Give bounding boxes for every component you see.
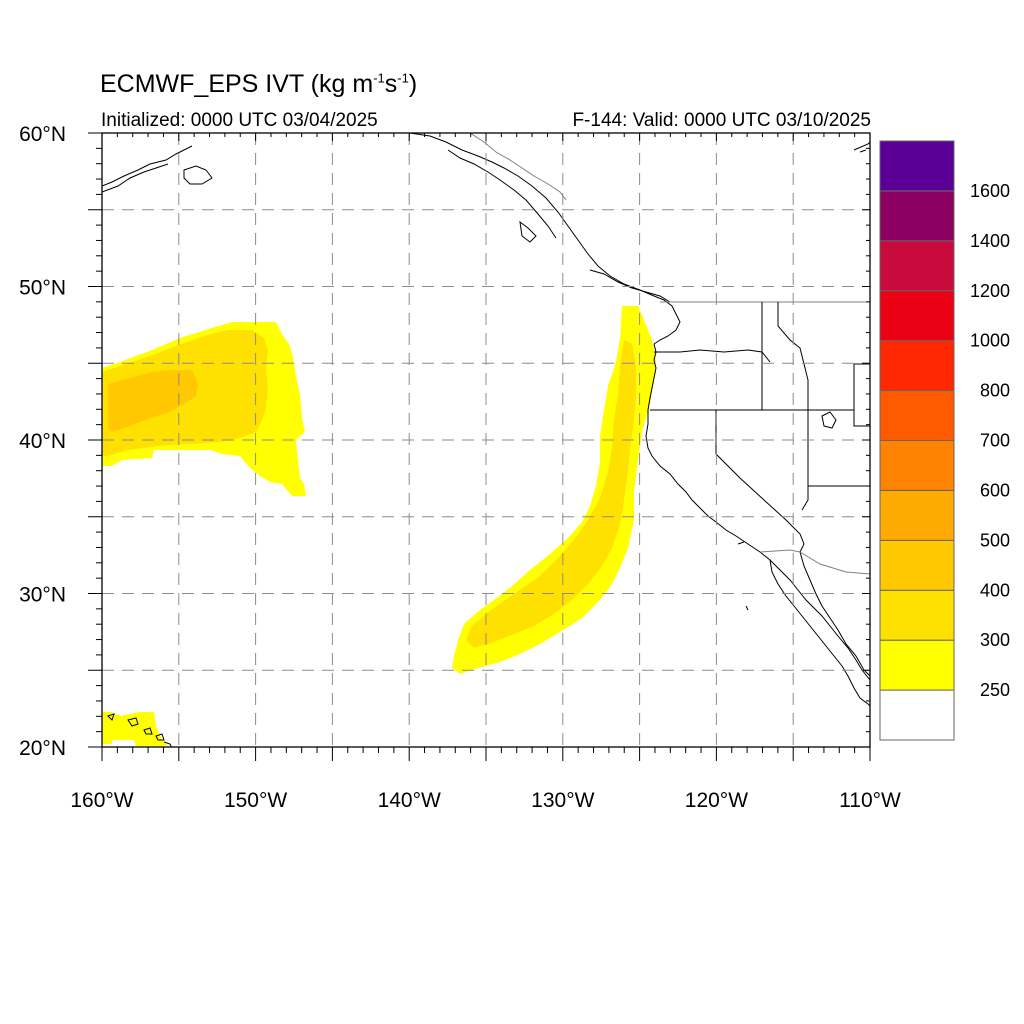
lon-tick-label: 130°W	[531, 789, 594, 812]
lat-tick-label: 30°N	[19, 584, 66, 607]
ivt-shading	[102, 306, 656, 746]
alaska-bc-border	[469, 133, 567, 201]
inner-passage-coast	[447, 149, 671, 303]
wyoming-border	[853, 363, 870, 427]
latitude-labels: 60°N 50°N 40°N 30°N 20°N	[19, 123, 66, 760]
lon-tick-label: 140°W	[378, 789, 441, 812]
longitude-labels: 160°W 150°W 140°W 130°W 120°W 110°W	[70, 789, 901, 812]
great-salt-lake	[821, 411, 837, 429]
axis-ticks	[88, 132, 871, 761]
idaho-border	[761, 302, 809, 410]
colorbar-label: 1200	[970, 281, 1010, 301]
colorbar-label: 1600	[970, 181, 1010, 201]
colorbar-label: 600	[980, 480, 1010, 500]
colorbar-label: 700	[980, 431, 1010, 451]
graticule	[102, 133, 870, 747]
lat-tick-label: 20°N	[19, 737, 66, 760]
lat-tick-label: 50°N	[19, 277, 66, 300]
colorbar-label: 250	[980, 680, 1010, 700]
channel-islands	[737, 541, 749, 611]
atmospheric-river-yellow	[452, 306, 656, 674]
lon-tick-label: 150°W	[224, 789, 287, 812]
coastlines	[102, 133, 870, 747]
alaska-peninsula-coast	[102, 145, 193, 193]
lon-tick-label: 120°W	[685, 789, 748, 812]
lon-tick-label: 160°W	[70, 789, 133, 812]
baja-coast	[769, 551, 870, 707]
colorbar-box	[879, 440, 955, 491]
lat-tick-label: 40°N	[19, 430, 66, 453]
colorbar-label: 400	[980, 580, 1010, 600]
kodiak-coast	[183, 165, 213, 185]
colorbar-box	[879, 340, 955, 392]
colorbar-box	[879, 190, 955, 242]
colorbar-label: 300	[980, 630, 1010, 650]
colorbar-box	[879, 589, 955, 641]
initialized-label: Initialized: 0000 UTC 03/04/2025	[101, 110, 378, 131]
hawaiian-islands	[107, 713, 173, 747]
pacific-plume-core	[108, 370, 198, 432]
hawaii-yellow	[102, 712, 168, 746]
colorbar-box	[879, 689, 955, 741]
lon-tick-label: 110°W	[839, 789, 901, 812]
lat-tick-label: 60°N	[19, 123, 66, 146]
us-west-coast	[645, 343, 870, 681]
colorbar-box	[879, 290, 955, 342]
colorbar-box	[879, 539, 955, 591]
colorbar-box	[879, 240, 955, 292]
alaska-south-coast	[853, 141, 870, 153]
colorbar-label: 800	[980, 381, 1010, 401]
map-title: ECMWF_EPS IVT (kg m-1s-1)	[100, 70, 418, 98]
wa-or-border	[654, 349, 771, 363]
ca-nv-border	[715, 410, 805, 553]
colorbar-box	[879, 140, 955, 192]
colorbar-label: 1400	[970, 231, 1010, 251]
colorbar: 250 300 400 500 600 700 800 1000 1200 1400 1600	[879, 140, 1010, 741]
colorbar-box	[879, 489, 955, 541]
colorbar-box	[879, 390, 955, 442]
colorbar-label: 500	[980, 530, 1010, 550]
us-mexico-border	[759, 549, 870, 575]
nevada-utah-border	[801, 410, 870, 511]
valid-time-label: F-144: Valid: 0000 UTC 03/10/2025	[572, 110, 871, 131]
colorbar-box	[879, 639, 955, 691]
atmospheric-river-300	[466, 340, 636, 648]
colorbar-label: 1000	[970, 331, 1010, 351]
gulf-of-alaska-coast	[409, 133, 681, 345]
